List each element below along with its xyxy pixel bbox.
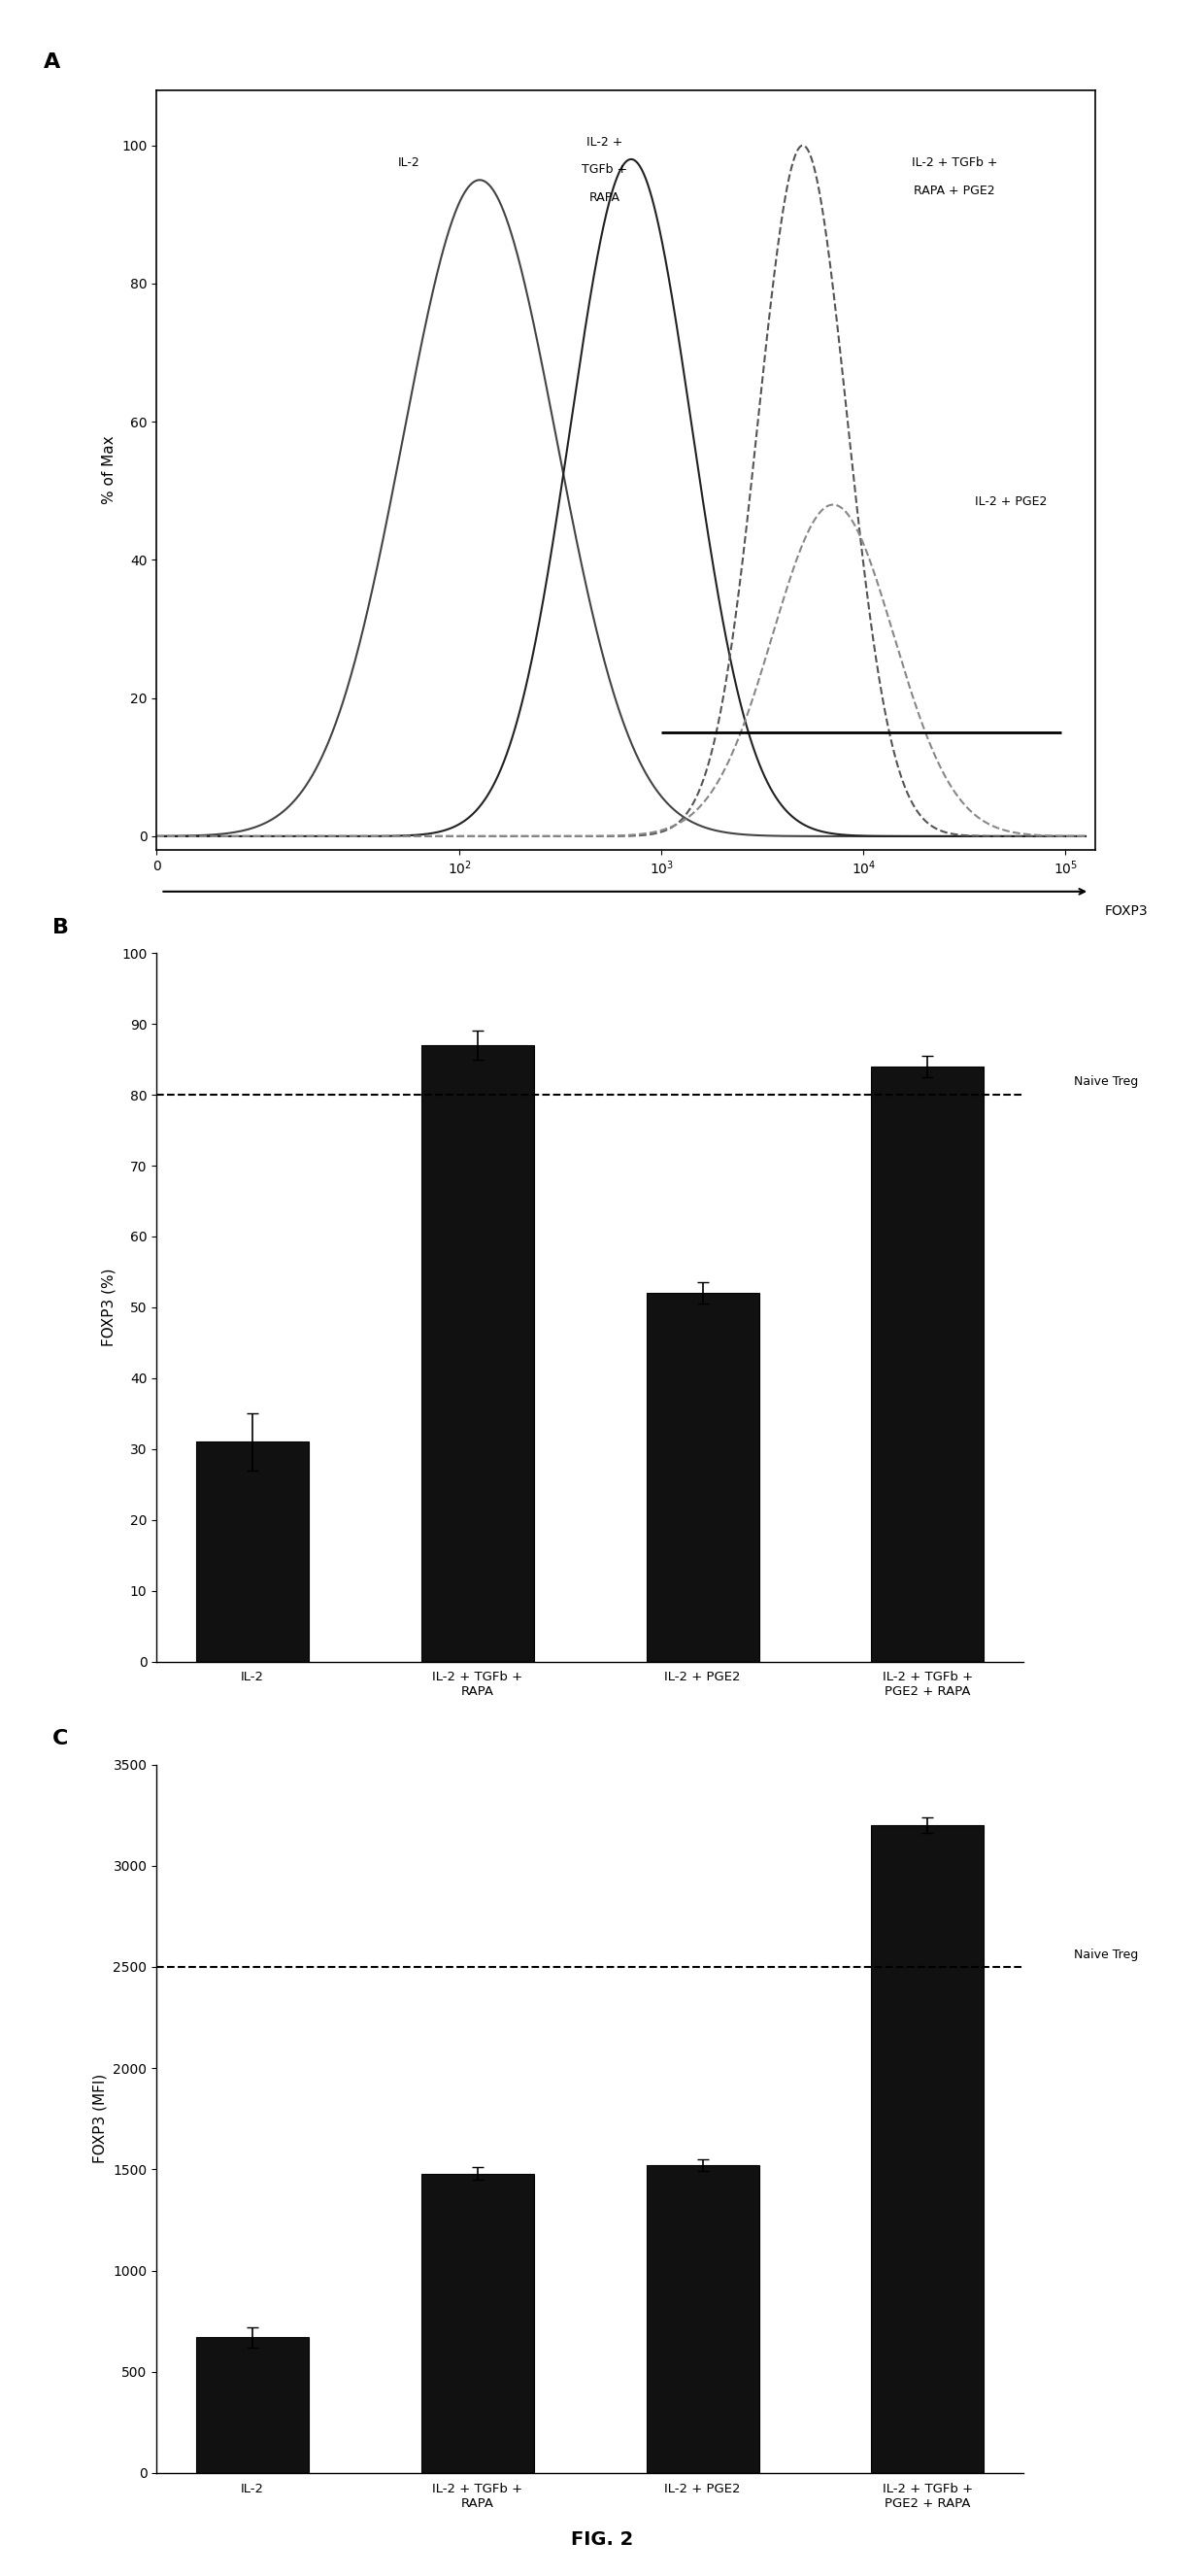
Text: IL-2 + TGFb +: IL-2 + TGFb + bbox=[911, 157, 997, 170]
Text: C: C bbox=[53, 1728, 69, 1749]
Bar bbox=[196, 2336, 308, 2473]
Text: A: A bbox=[43, 52, 60, 72]
Text: IL-2 +: IL-2 + bbox=[586, 137, 622, 149]
Y-axis label: FOXP3 (%): FOXP3 (%) bbox=[101, 1267, 116, 1347]
Bar bbox=[872, 1826, 984, 2473]
Text: FOXP3: FOXP3 bbox=[1105, 904, 1149, 917]
Text: B: B bbox=[53, 917, 69, 938]
Text: RAPA + PGE2: RAPA + PGE2 bbox=[914, 183, 995, 196]
Bar bbox=[421, 1046, 533, 1662]
Bar bbox=[647, 2166, 759, 2473]
Bar bbox=[196, 1443, 308, 1662]
Text: FIG. 2: FIG. 2 bbox=[571, 2530, 633, 2550]
Text: IL-2 + PGE2: IL-2 + PGE2 bbox=[974, 495, 1046, 507]
Text: Naive Treg: Naive Treg bbox=[1074, 1074, 1139, 1087]
Text: IL-2: IL-2 bbox=[399, 157, 420, 170]
Text: RAPA: RAPA bbox=[589, 191, 620, 204]
Text: TGFb +: TGFb + bbox=[582, 162, 627, 175]
Bar bbox=[872, 1066, 984, 1662]
Text: Naive Treg: Naive Treg bbox=[1074, 1947, 1139, 1960]
Y-axis label: FOXP3 (MFI): FOXP3 (MFI) bbox=[93, 2074, 107, 2164]
Y-axis label: % of Max: % of Max bbox=[101, 435, 116, 505]
Bar bbox=[421, 2174, 533, 2473]
Bar bbox=[647, 1293, 759, 1662]
